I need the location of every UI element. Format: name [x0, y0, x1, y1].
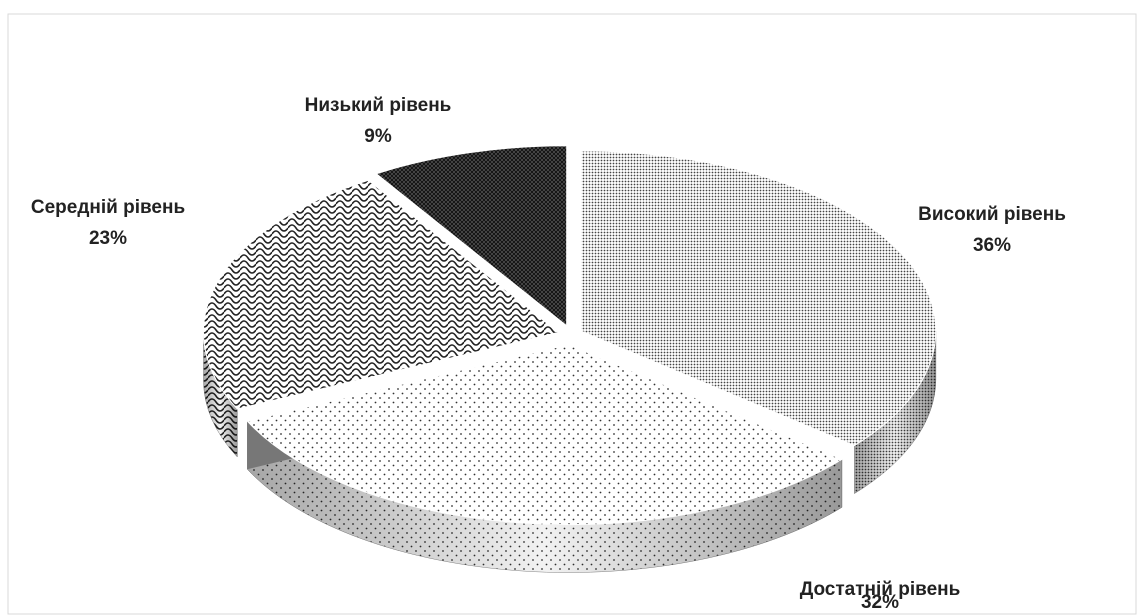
- data-label-value: 23%: [89, 228, 127, 249]
- frame: [7, 13, 1137, 615]
- data-label-value: 32%: [861, 592, 899, 613]
- data-label-name: Високий рівень: [918, 204, 1066, 225]
- slice-side-shade: [854, 330, 936, 494]
- slice-side-shade: [203, 332, 238, 457]
- data-label-value: 36%: [973, 235, 1011, 256]
- slice-side-shade: [247, 421, 843, 573]
- data-label-value: 9%: [364, 126, 392, 147]
- data-label-name: Низький рівень: [305, 95, 452, 116]
- slice: [580, 150, 937, 447]
- slice: [202, 179, 560, 410]
- data-label-name: Середній рівень: [31, 197, 185, 218]
- slice: [246, 343, 844, 526]
- data-label-name: Достатній рівень: [800, 579, 961, 600]
- slice: [375, 145, 568, 327]
